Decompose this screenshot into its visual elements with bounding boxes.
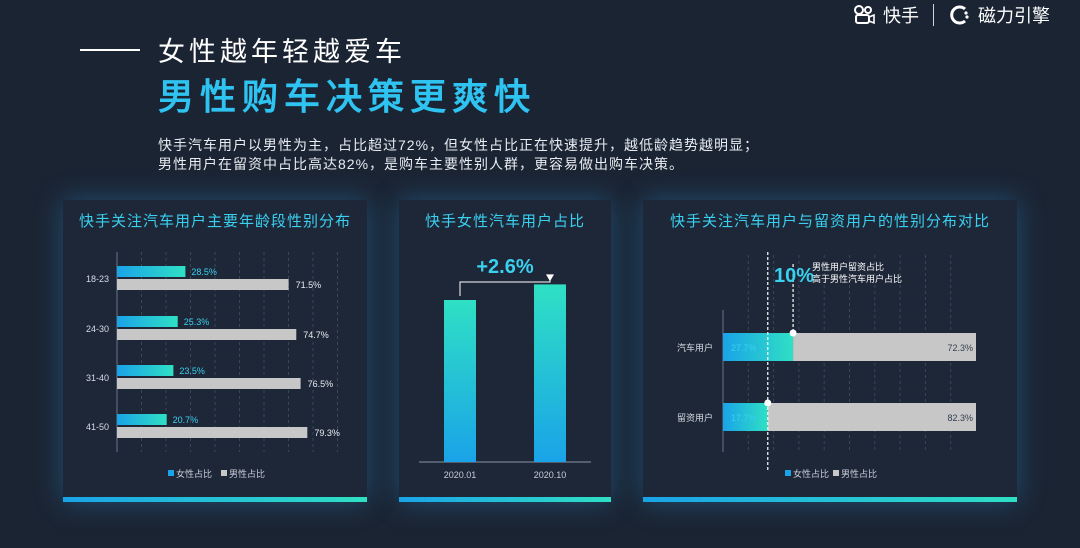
bar	[444, 300, 476, 462]
annotation-text2: 高于男性汽车用户占比	[812, 273, 902, 284]
bar-female	[117, 365, 174, 376]
data-label-male: 82.3%	[947, 413, 973, 423]
description-line2: 男性用户在留资中占比高达82%，是购车主要性别人群，更容易做出购车决策。	[158, 156, 685, 172]
legend-swatch-female	[168, 470, 174, 476]
annotation-arrow	[546, 274, 554, 282]
bar-male	[117, 378, 301, 389]
category-label: 18-23	[86, 274, 109, 284]
data-label-female: 25.3%	[184, 317, 210, 327]
chart-female-share: 2020.01 2020.10 +2.6%	[419, 256, 591, 480]
annotation-marker	[764, 399, 772, 407]
tick-label: 2020.01	[444, 470, 477, 480]
chart2-title: 快手女性汽车用户占比	[424, 213, 585, 230]
legend-female: 女性占比	[176, 468, 212, 479]
title-dash	[80, 48, 140, 51]
brand-cili: 磁力引擎	[978, 6, 1050, 26]
legend-male: 男性占比	[841, 468, 877, 479]
annotation-marker	[789, 329, 797, 337]
bar-female	[117, 316, 178, 327]
panel-accent-bar	[643, 497, 1017, 502]
bar-male	[117, 279, 289, 290]
bar-female	[117, 414, 167, 425]
header-title-line1: 女性越年轻越爱车	[80, 30, 406, 69]
bar-female	[723, 333, 794, 361]
legend-swatch-male	[833, 470, 839, 476]
chart1-title: 快手关注汽车用户主要年龄段性别分布	[78, 213, 351, 230]
chart-age-gender: 18-23 28.5% 71.5% 24-30 25.3% 74.7% 31-40 23.5%…	[86, 252, 340, 479]
data-label-female: 27.7%	[731, 343, 757, 353]
bar-male	[117, 427, 308, 438]
title1-text: 女性越年轻越爱车	[158, 37, 406, 67]
legend-male: 男性占比	[229, 468, 265, 479]
data-label-male: 76.5%	[308, 379, 334, 389]
panel-accent-bar	[63, 497, 367, 502]
data-label-male: 71.5%	[296, 280, 322, 290]
data-label-male: 79.3%	[314, 428, 340, 438]
panel-age-gender: 快手关注汽车用户主要年龄段性别分布 18-23 28.5% 71.5% 24-30 25…	[63, 200, 367, 502]
category-label: 41-50	[86, 422, 109, 432]
legend-female: 女性占比	[793, 468, 829, 479]
annotation-text1: 男性用户留资占比	[812, 261, 884, 272]
data-label-female: 17.7%	[731, 413, 757, 423]
category-label: 31-40	[86, 373, 109, 383]
cili-engine-logo-icon	[950, 5, 969, 25]
data-label-female: 28.5%	[191, 267, 217, 277]
panel-accent-bar	[399, 497, 611, 502]
brand-bar: 快手 磁力引擎	[853, 4, 1050, 26]
annotation-value: +2.6%	[476, 256, 533, 278]
kuaishou-logo-icon	[854, 5, 875, 25]
panel-leads-compare: 快手关注汽车用户与留资用户的性别分布对比 汽车用户 27.7% 72.3% 留资用户 1…	[643, 200, 1017, 502]
annotation-value: 10%	[774, 265, 814, 287]
category-label: 留资用户	[677, 412, 713, 423]
data-label-male: 74.7%	[303, 330, 329, 340]
bar-male	[117, 329, 297, 340]
brand-divider	[933, 4, 934, 26]
description-line1: 快手汽车用户以男性为主，占比超过72%，但女性占比正在快速提升，越低龄趋势越明显…	[158, 137, 760, 153]
bar-male	[793, 333, 976, 361]
chart-leads-compare: 汽车用户 27.7% 72.3% 留资用户 17.7% 82.3% 10%男性用户留资占比高…	[677, 252, 976, 479]
bar-male	[767, 403, 976, 431]
panel-female-share: 快手女性汽车用户占比 2020.01 2020.10 +2.6%	[399, 200, 611, 502]
legend-swatch-female	[785, 470, 791, 476]
category-label: 汽车用户	[677, 342, 713, 353]
description: 快手汽车用户以男性为主，占比超过72%，但女性占比正在快速提升，越低龄趋势越明显…	[158, 136, 759, 174]
chart3-title: 快手关注汽车用户与留资用户的性别分布对比	[669, 213, 990, 230]
data-label-female: 20.7%	[173, 415, 199, 425]
legend-swatch-male	[221, 470, 227, 476]
data-label-female: 23.5%	[179, 366, 205, 376]
bar-female	[117, 266, 186, 277]
data-label-male: 72.3%	[947, 343, 973, 353]
tick-label: 2020.10	[534, 470, 567, 480]
header-title-line2: 男性购车决策更爽快	[158, 76, 537, 117]
bar-female	[723, 403, 768, 431]
brand-kuaishou: 快手	[883, 6, 919, 26]
category-label: 24-30	[86, 324, 109, 334]
bar	[534, 284, 566, 462]
